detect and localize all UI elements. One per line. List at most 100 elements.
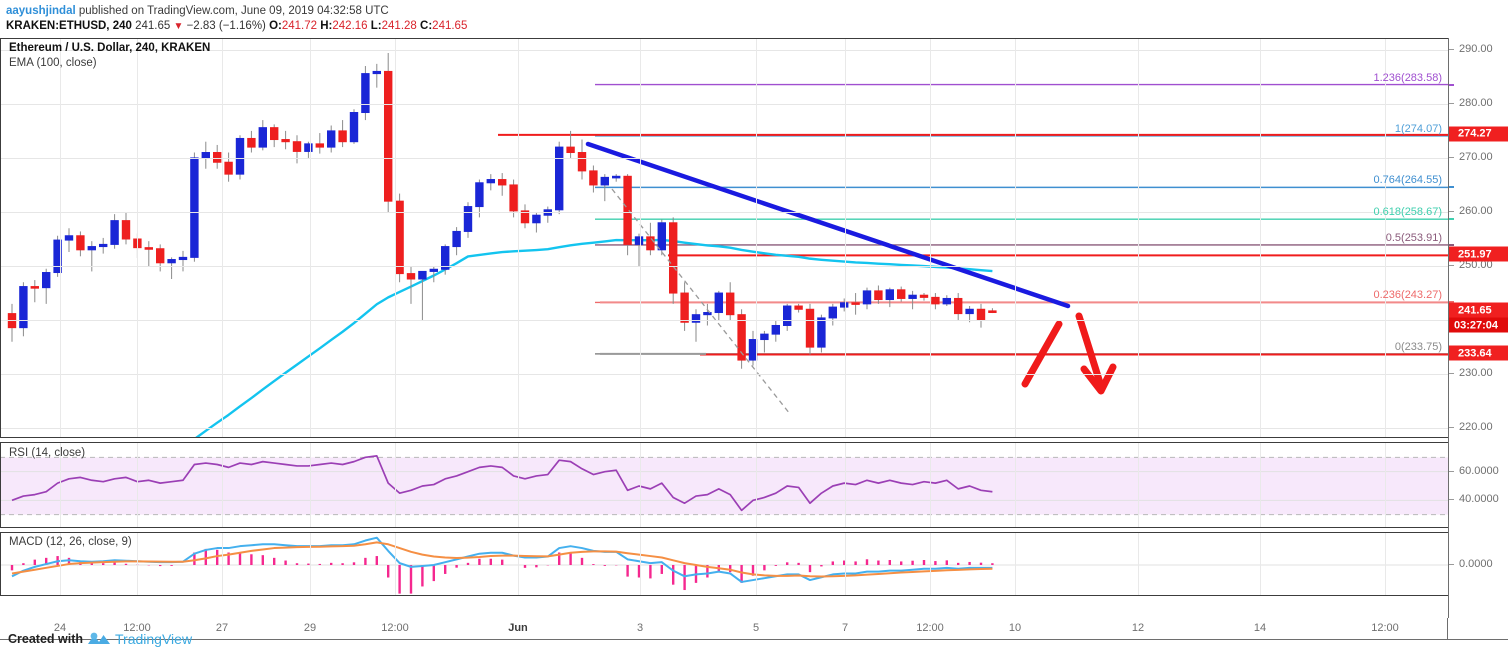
candle-body [270,127,279,141]
rsi-tick-label: 40.0000 [1459,493,1499,506]
candle-body [965,308,974,315]
candle-body [703,312,712,316]
price-badge-resistance: 274.27 [1449,126,1508,142]
candle-body [224,161,233,175]
axis-tick [1449,210,1454,212]
gridline [222,39,223,437]
author-link[interactable]: aayushjindal [6,5,76,17]
chart-frame[interactable]: 1.236(283.58) 1(274.07) 0.764(264.55) 0.618… [0,38,1508,618]
time-tick-label: 12:00 [916,622,944,634]
gridline [1260,39,1261,437]
candle-body [498,179,507,186]
macd-pane[interactable]: MACD (12, 26, close, 9) [0,532,1448,596]
gridline [518,443,519,527]
candle-body [429,268,439,272]
gridline [0,49,1448,51]
published-text: published on TradingView.com, June 09, 2… [75,5,389,17]
rsi-band [0,457,1448,515]
rsi-legend: RSI (14, close) [9,447,86,459]
candle-body [783,305,792,326]
candle-body [87,246,96,251]
gridline [518,533,519,595]
candle-body [64,235,74,241]
symbol-label[interactable]: KRAKEN:ETHUSD, 240 [6,20,132,33]
price-tick-label: 250.00 [1459,259,1493,272]
price-pane[interactable]: 1.236(283.58) 1(274.07) 0.764(264.55) 0.618… [0,38,1448,438]
axis-tick [1449,186,1454,189]
fib-level-label: 0.618(258.67) [1373,206,1443,219]
price-tick-label: 220.00 [1459,421,1493,434]
candle-body [235,137,245,175]
quote-line: KRAKEN:ETHUSD, 240 241.65 ▼ −2.83 (−1.16… [6,19,1508,34]
candle-body [976,308,986,321]
price-tick-label: 280.00 [1459,96,1493,109]
created-with-label: Created with [8,632,84,646]
price-tick-label: 260.00 [1459,204,1493,217]
tradingview-brand[interactable]: TradingView [115,631,193,647]
candle-body [851,302,860,305]
candle-body [441,246,450,270]
byline: aayushjindal published on TradingView.co… [6,4,1508,18]
candle-body [281,139,290,143]
gridline [60,39,61,437]
countdown-badge: 03:27:04 [1449,317,1508,333]
candle-body [372,70,382,75]
time-tick-label: 12:00 [123,622,151,634]
candle-body [361,73,370,114]
price-tick-label: 230.00 [1459,367,1493,380]
high-label: H: [320,20,333,33]
axis-tick [1449,48,1454,50]
candle-body [42,272,51,289]
candle-body [327,130,336,148]
candle-body [258,127,268,148]
axis-tick [1449,102,1454,104]
ema-legend: EMA (100, close) [9,57,97,69]
macd-legend: MACD (12, 26, close, 9) [9,536,132,548]
candle-body [144,247,154,250]
candle-body [691,314,701,323]
gridline [222,443,223,527]
macd-tick-label: 0.0000 [1459,558,1493,570]
open-label: O: [269,20,282,33]
fib-level-label: 0(233.75) [1394,340,1442,353]
price-badge-resistance: 251.97 [1449,246,1508,262]
fib-level-label: 0.764(264.55) [1373,174,1443,187]
time-axis[interactable]: 24 12:00 27 29 12:00 Jun 3 5 7 12:00 10 12 14 12:00 [0,618,1508,640]
price-badge-last_price: 241.65 [1449,302,1508,318]
gridline [640,39,641,437]
candle-body [897,289,906,299]
gridline [1015,443,1016,527]
axis-tick [1449,499,1454,501]
candle-body [99,243,108,248]
fib-level-label: 0.236(243.27) [1373,289,1443,302]
time-tick-label: 14 [1253,622,1267,634]
time-tick-label: 7 [841,622,849,634]
candle-body [555,146,564,211]
candle-body [919,294,929,298]
candle-body [566,146,575,154]
gridline [845,39,846,437]
gridline [60,533,61,595]
high-value: 242.16 [332,20,368,33]
price-axis[interactable]: 290.00280.00270.00260.00250.00240.00230.… [1448,38,1508,618]
axis-tick [1449,218,1454,221]
gridline [1015,39,1016,437]
time-tick-label: 3 [636,622,644,634]
gridline [1138,39,1139,437]
time-tick-label: 27 [215,622,229,634]
gridline [640,443,641,527]
price-plot [7,53,1448,437]
candle-body [304,143,313,152]
price-change: −2.83 (−1.16%) [186,20,266,33]
close-value: 241.65 [432,20,468,33]
candle-body [737,314,746,361]
rsi-plot [0,455,1448,516]
candle-body [178,256,188,261]
gridline [0,266,1448,268]
candle-body [908,294,917,299]
time-tick-label: 24 [53,622,67,634]
candle-body [828,306,837,319]
rsi-pane[interactable]: RSI (14, close) [0,442,1448,528]
candle-body [156,248,165,264]
gridline [518,39,519,437]
